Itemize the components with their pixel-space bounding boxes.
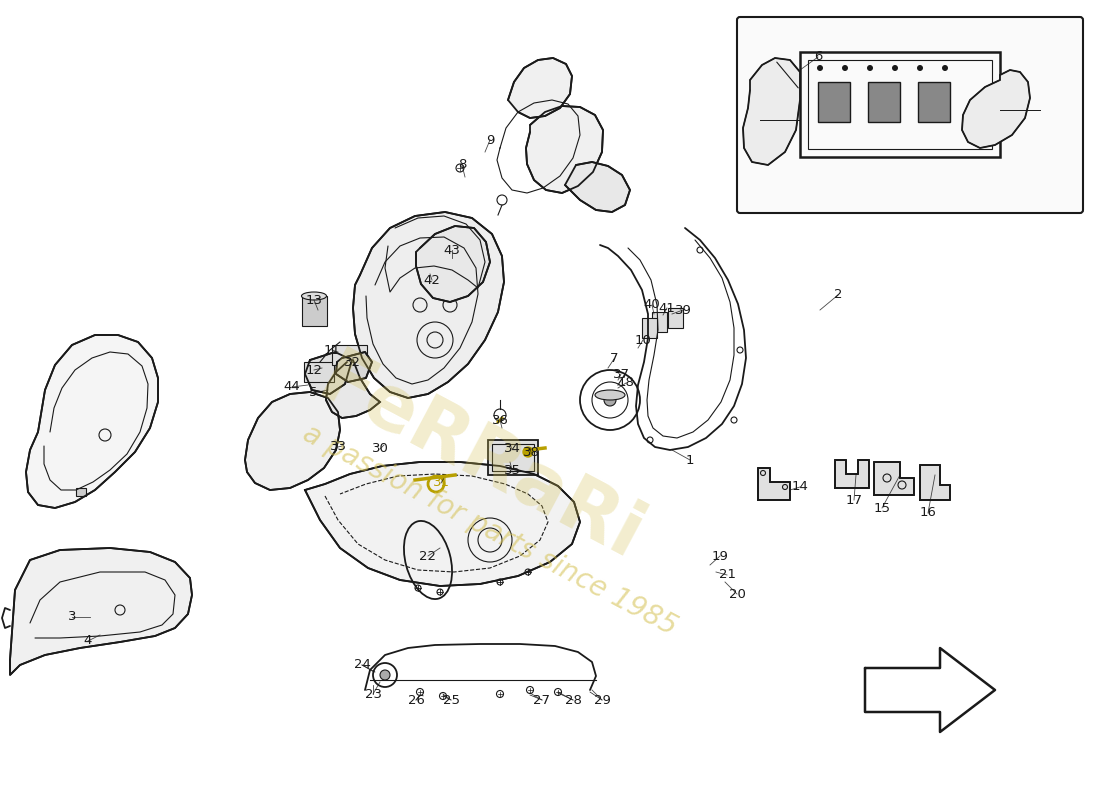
Polygon shape — [336, 352, 372, 382]
Text: 44: 44 — [284, 381, 300, 394]
Text: 2: 2 — [834, 289, 843, 302]
Text: 34: 34 — [504, 442, 520, 455]
Text: 39: 39 — [674, 303, 692, 317]
Bar — [808, 60, 992, 149]
Polygon shape — [565, 162, 630, 212]
Circle shape — [522, 447, 534, 457]
Text: 1: 1 — [685, 454, 694, 466]
Polygon shape — [874, 462, 914, 495]
Text: 29: 29 — [594, 694, 610, 706]
Text: 12: 12 — [306, 363, 322, 377]
Text: 21: 21 — [718, 569, 736, 582]
Bar — [642, 318, 657, 338]
Text: 30: 30 — [372, 442, 388, 455]
Text: 15: 15 — [873, 502, 891, 514]
Polygon shape — [526, 106, 603, 193]
Text: 6: 6 — [814, 50, 822, 63]
Text: 17: 17 — [846, 494, 862, 506]
Bar — [668, 308, 683, 328]
Bar — [76, 488, 86, 496]
Polygon shape — [353, 212, 504, 398]
Text: 40: 40 — [644, 298, 660, 311]
Text: 31: 31 — [432, 477, 450, 490]
Circle shape — [842, 65, 848, 71]
Polygon shape — [962, 70, 1030, 148]
Text: 22: 22 — [419, 550, 437, 562]
Polygon shape — [742, 58, 800, 165]
Text: 33: 33 — [330, 441, 346, 454]
Polygon shape — [835, 460, 869, 488]
Ellipse shape — [301, 292, 327, 300]
Circle shape — [892, 65, 898, 71]
Text: 27: 27 — [534, 694, 550, 706]
Text: a passion for parts since 1985: a passion for parts since 1985 — [298, 419, 682, 641]
Text: 32: 32 — [343, 355, 361, 369]
Text: 16: 16 — [920, 506, 936, 519]
Polygon shape — [26, 335, 158, 508]
Circle shape — [942, 65, 948, 71]
Text: 5: 5 — [309, 386, 317, 399]
Polygon shape — [245, 392, 340, 490]
Text: 11: 11 — [323, 343, 341, 357]
Bar — [488, 440, 538, 475]
Polygon shape — [326, 360, 379, 418]
Circle shape — [817, 65, 823, 71]
Circle shape — [604, 394, 616, 406]
Text: 4: 4 — [84, 634, 92, 647]
Bar — [918, 82, 950, 122]
Text: FeRRaRi: FeRRaRi — [306, 344, 654, 576]
Text: 10: 10 — [635, 334, 651, 346]
Text: 43: 43 — [443, 243, 461, 257]
FancyBboxPatch shape — [737, 17, 1084, 213]
Text: 19: 19 — [712, 550, 728, 562]
Text: 20: 20 — [728, 587, 746, 601]
Polygon shape — [305, 352, 352, 394]
Text: 25: 25 — [442, 694, 460, 706]
Text: 18: 18 — [617, 377, 635, 390]
Bar — [818, 82, 850, 122]
Text: 28: 28 — [564, 694, 582, 706]
Circle shape — [379, 670, 390, 680]
Bar — [304, 362, 334, 382]
Circle shape — [867, 65, 873, 71]
Polygon shape — [920, 465, 950, 500]
Text: 24: 24 — [353, 658, 371, 671]
Polygon shape — [416, 226, 490, 302]
Text: 3: 3 — [68, 610, 76, 623]
Ellipse shape — [595, 390, 625, 400]
Text: 41: 41 — [659, 302, 675, 314]
Polygon shape — [305, 462, 580, 586]
Text: 38: 38 — [522, 446, 539, 458]
Text: 13: 13 — [306, 294, 322, 306]
Polygon shape — [758, 468, 790, 500]
Bar — [492, 444, 534, 471]
Polygon shape — [508, 58, 572, 118]
Bar — [868, 82, 900, 122]
Text: 42: 42 — [424, 274, 440, 286]
Text: 36: 36 — [492, 414, 508, 426]
Circle shape — [917, 65, 923, 71]
Text: 23: 23 — [364, 687, 382, 701]
Text: 37: 37 — [613, 367, 629, 381]
Text: 26: 26 — [408, 694, 425, 706]
Text: 35: 35 — [504, 463, 520, 477]
Bar — [302, 296, 327, 326]
Text: 9: 9 — [486, 134, 494, 146]
Text: 14: 14 — [792, 481, 808, 494]
Bar — [652, 312, 667, 332]
Bar — [800, 52, 1000, 157]
Text: 8: 8 — [458, 158, 466, 171]
Bar — [332, 345, 367, 365]
Polygon shape — [10, 548, 192, 675]
Text: 7: 7 — [609, 353, 618, 366]
